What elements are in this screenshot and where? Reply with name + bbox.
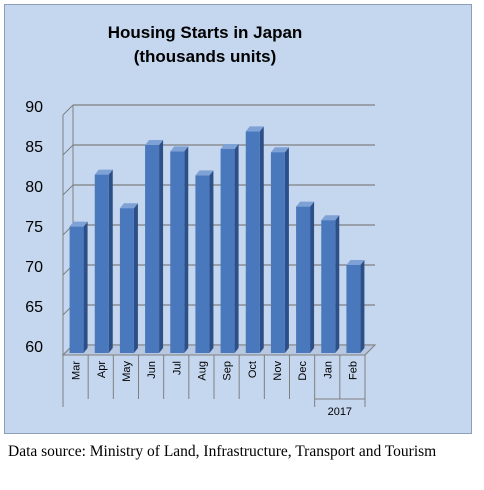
bar-side xyxy=(360,260,365,353)
bar-side xyxy=(284,147,289,353)
y-tick-label: 85 xyxy=(25,139,43,156)
bar xyxy=(220,144,239,353)
bar xyxy=(346,260,365,353)
gridline-depth xyxy=(62,184,74,196)
bar xyxy=(195,170,214,353)
x-tick-label: Jan xyxy=(322,361,334,379)
bar-front xyxy=(245,131,260,353)
bar-side xyxy=(234,144,239,353)
bar xyxy=(245,126,264,354)
x-tick-label: Aug xyxy=(196,361,208,381)
chart-subtitle: (thousands units) xyxy=(134,47,277,66)
bar-side xyxy=(83,221,88,353)
bar xyxy=(119,203,138,353)
bar-side xyxy=(310,201,315,353)
bar-top xyxy=(195,170,214,176)
chart-title: Housing Starts in Japan xyxy=(108,23,303,42)
bar-side xyxy=(335,215,340,353)
bar-front xyxy=(145,145,160,353)
bar-top xyxy=(321,215,340,221)
bar-side xyxy=(133,203,138,353)
bar-front xyxy=(346,265,361,353)
bar-top xyxy=(245,126,264,132)
bar-side xyxy=(259,126,264,354)
gridline-depth xyxy=(62,144,74,156)
bar-top xyxy=(94,169,113,175)
bar-front xyxy=(94,174,109,353)
bar-side xyxy=(184,146,189,353)
bar-side xyxy=(209,170,214,353)
bar xyxy=(69,221,88,353)
y-tick-label: 75 xyxy=(25,219,43,236)
bar-top xyxy=(119,203,138,209)
bar-front xyxy=(119,208,134,353)
bar xyxy=(170,146,189,353)
y-tick-label: 65 xyxy=(25,299,43,316)
bar-top xyxy=(69,221,88,227)
bar-top xyxy=(220,144,239,149)
x-tick-label: Feb xyxy=(347,361,359,380)
gridline-depth xyxy=(62,104,74,116)
bar xyxy=(94,169,113,353)
y-tick-label: 80 xyxy=(25,179,43,196)
bar-front xyxy=(296,206,311,353)
y-tick-label: 60 xyxy=(25,339,43,356)
x-tick-label: Apr xyxy=(96,361,108,378)
bar-front xyxy=(69,226,84,353)
source-note: Data source: Ministry of Land, Infrastru… xyxy=(8,443,437,460)
bar xyxy=(321,215,340,353)
x-tick-label: May xyxy=(121,361,133,382)
group-label: 2017 xyxy=(328,406,352,418)
chart-frame: Housing Starts in Japan (thousands units… xyxy=(4,4,472,434)
bar-top xyxy=(170,146,189,152)
x-tick-label: Jul xyxy=(171,361,183,375)
bar-top xyxy=(270,147,289,153)
x-tick-label: Sep xyxy=(222,361,234,381)
bar xyxy=(145,140,164,353)
x-tick-label: Oct xyxy=(247,361,259,378)
x-tick-label: Jun xyxy=(146,361,158,379)
bar-side xyxy=(108,169,113,353)
bar-top xyxy=(346,260,365,265)
bar xyxy=(270,147,289,353)
bar-chart: Housing Starts in Japan (thousands units… xyxy=(25,23,377,418)
x-tick-label: Dec xyxy=(297,361,309,381)
bar-front xyxy=(220,149,235,353)
y-tick-label: 70 xyxy=(25,259,43,276)
bar-top xyxy=(296,201,315,207)
bar-side xyxy=(159,140,164,353)
bar xyxy=(296,201,315,353)
bar-top xyxy=(145,140,164,145)
y-tick-label: 90 xyxy=(25,99,43,116)
bar-front xyxy=(270,152,285,353)
x-tick-label: Mar xyxy=(71,361,83,380)
x-tick-label: Nov xyxy=(272,361,284,381)
bar-front xyxy=(195,175,210,353)
bar-front xyxy=(170,151,185,353)
bar-front xyxy=(321,220,336,353)
